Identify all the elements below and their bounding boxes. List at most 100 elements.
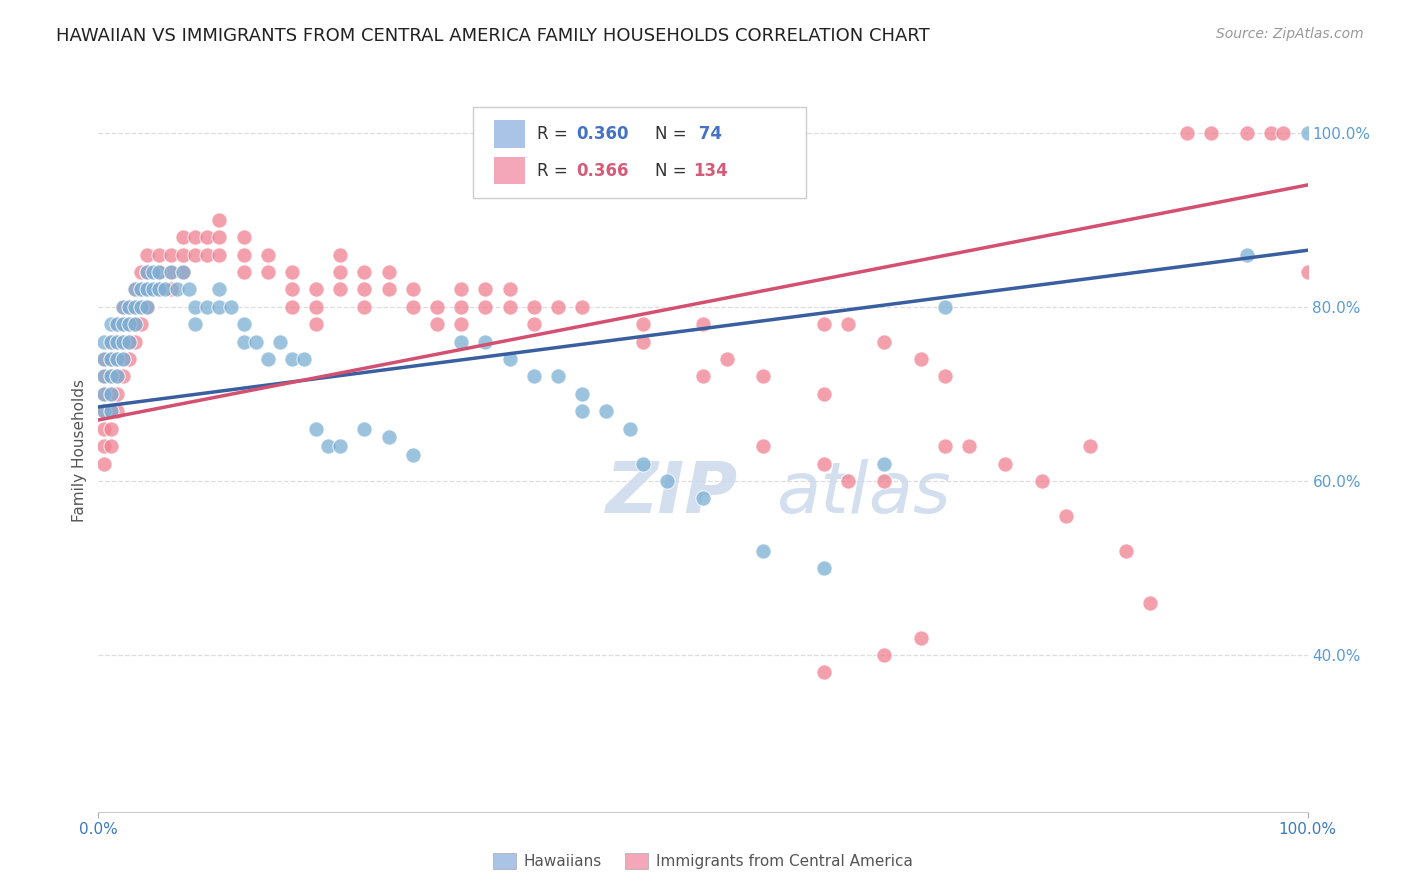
Point [910,352,932,367]
Point [148,282,170,296]
Point [184,300,207,314]
Point [837,474,859,488]
Point [377,265,399,279]
Point [93,387,115,401]
Point [474,334,496,349]
Point [100,369,122,384]
Point [873,334,896,349]
Point [813,457,835,471]
Point [402,300,425,314]
Point [692,491,714,506]
Point [994,457,1017,471]
Point [172,247,194,261]
Text: ZIP: ZIP [606,459,738,528]
Point [873,457,896,471]
Point [1139,596,1161,610]
Point [100,334,122,349]
Point [232,334,254,349]
Point [105,334,128,349]
Point [329,247,352,261]
Point [281,265,304,279]
Point [100,369,122,384]
Point [631,317,654,331]
Point [160,265,183,279]
Point [118,334,141,349]
Point [547,369,569,384]
Text: N =: N = [655,161,692,179]
Point [523,369,546,384]
Point [208,247,231,261]
Point [105,369,128,384]
Point [100,422,122,436]
Point [93,457,115,471]
Point [450,334,472,349]
Point [118,317,141,331]
Point [595,404,617,418]
Point [305,422,328,436]
Point [148,247,170,261]
Point [129,317,152,331]
Point [752,543,775,558]
Point [305,282,328,296]
Point [160,265,183,279]
Point [498,300,520,314]
Point [135,300,157,314]
Point [135,282,157,296]
Point [93,404,115,418]
Point [105,352,128,367]
Point [105,317,128,331]
Point [1236,247,1258,261]
Point [523,300,546,314]
Point [100,404,122,418]
Point [129,300,152,314]
Point [93,352,115,367]
Point [208,300,231,314]
Point [105,352,128,367]
Point [135,282,157,296]
Point [208,230,231,244]
Point [129,300,152,314]
Point [619,422,641,436]
Point [111,300,134,314]
Text: R =: R = [537,125,574,143]
Point [232,230,254,244]
Point [281,300,304,314]
Point [752,439,775,453]
Point [93,387,115,401]
Point [1199,126,1222,140]
Point [105,317,128,331]
Point [111,300,134,314]
Point [1054,508,1077,523]
Point [934,300,956,314]
Point [135,265,157,279]
Point [1175,126,1198,140]
Point [498,282,520,296]
Point [93,439,115,453]
Point [377,430,399,444]
Point [100,387,122,401]
Point [450,300,472,314]
Text: 74: 74 [693,125,723,143]
Point [377,282,399,296]
Point [837,317,859,331]
Point [129,265,152,279]
Point [934,439,956,453]
Point [474,282,496,296]
Point [100,352,122,367]
Point [232,247,254,261]
Point [93,422,115,436]
Point [305,300,328,314]
Point [124,282,146,296]
Point [105,387,128,401]
Y-axis label: Family Households: Family Households [72,379,87,522]
Point [402,282,425,296]
Point [100,317,122,331]
Point [129,282,152,296]
Point [281,282,304,296]
Point [195,300,218,314]
Point [124,317,146,331]
Point [256,352,278,367]
Point [184,247,207,261]
Point [129,282,152,296]
Text: atlas: atlas [776,459,950,528]
